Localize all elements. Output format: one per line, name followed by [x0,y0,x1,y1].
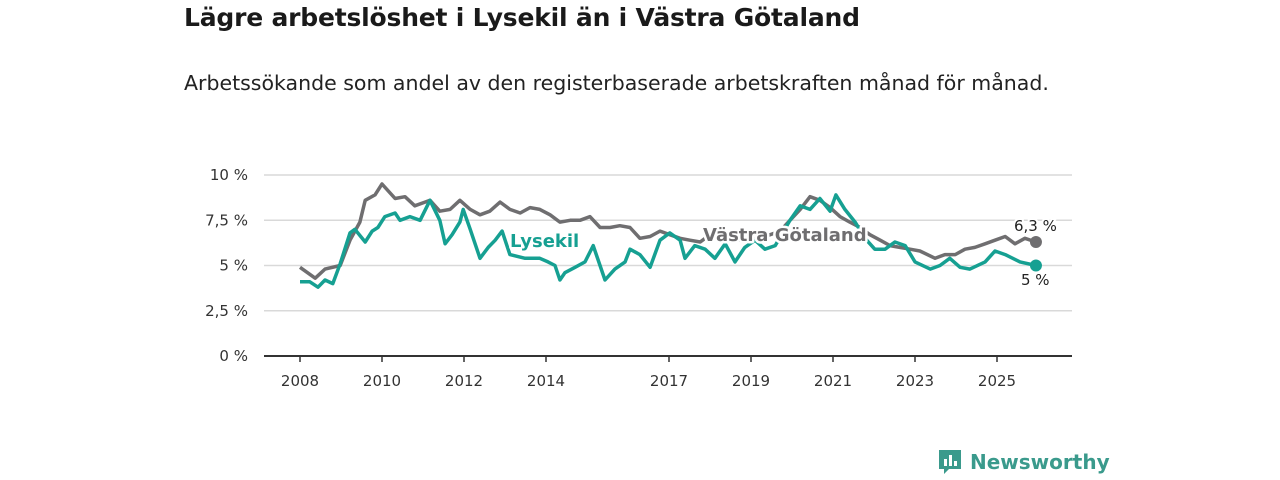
x-tick-label: 2012 [445,372,483,390]
end-point-marker [1029,235,1042,248]
chart-title: Lägre arbetslöshet i Lysekil än i Västra… [184,3,860,32]
newsworthy-logo-text: Newsworthy [970,450,1110,474]
x-tick-label: 2019 [732,372,770,390]
end-label-vastra-gotaland: 6,3 % [1014,217,1057,235]
y-tick-label: 2,5 % [205,302,248,320]
x-tick-label: 2025 [978,372,1016,390]
x-tick-label: 2014 [527,372,565,390]
y-tick-label: 7,5 % [205,211,248,229]
y-tick-label: 10 % [210,166,248,184]
series-line-v-stra-g-taland [298,182,1037,280]
y-tick-label: 5 % [219,257,248,275]
x-tick-label: 2017 [650,372,688,390]
x-tick-label: 2010 [363,372,401,390]
series-line-lysekil [300,193,1037,289]
y-tick-label: 0 % [219,347,248,365]
x-tick-label: 2008 [281,372,319,390]
newsworthy-logo-icon [939,450,961,474]
newsworthy-logo[interactable]: Newsworthy [937,448,1110,476]
end-label-lysekil: 5 % [1021,271,1050,289]
x-tick-label: 2021 [814,372,852,390]
end-point-marker [1029,259,1042,272]
chart-subtitle: Arbetssökande som andel av den registerb… [184,71,1049,95]
series-label-vastra-gotaland: Västra Götaland [703,225,867,246]
series-label-lysekil: Lysekil [510,231,579,252]
x-tick-label: 2023 [896,372,934,390]
